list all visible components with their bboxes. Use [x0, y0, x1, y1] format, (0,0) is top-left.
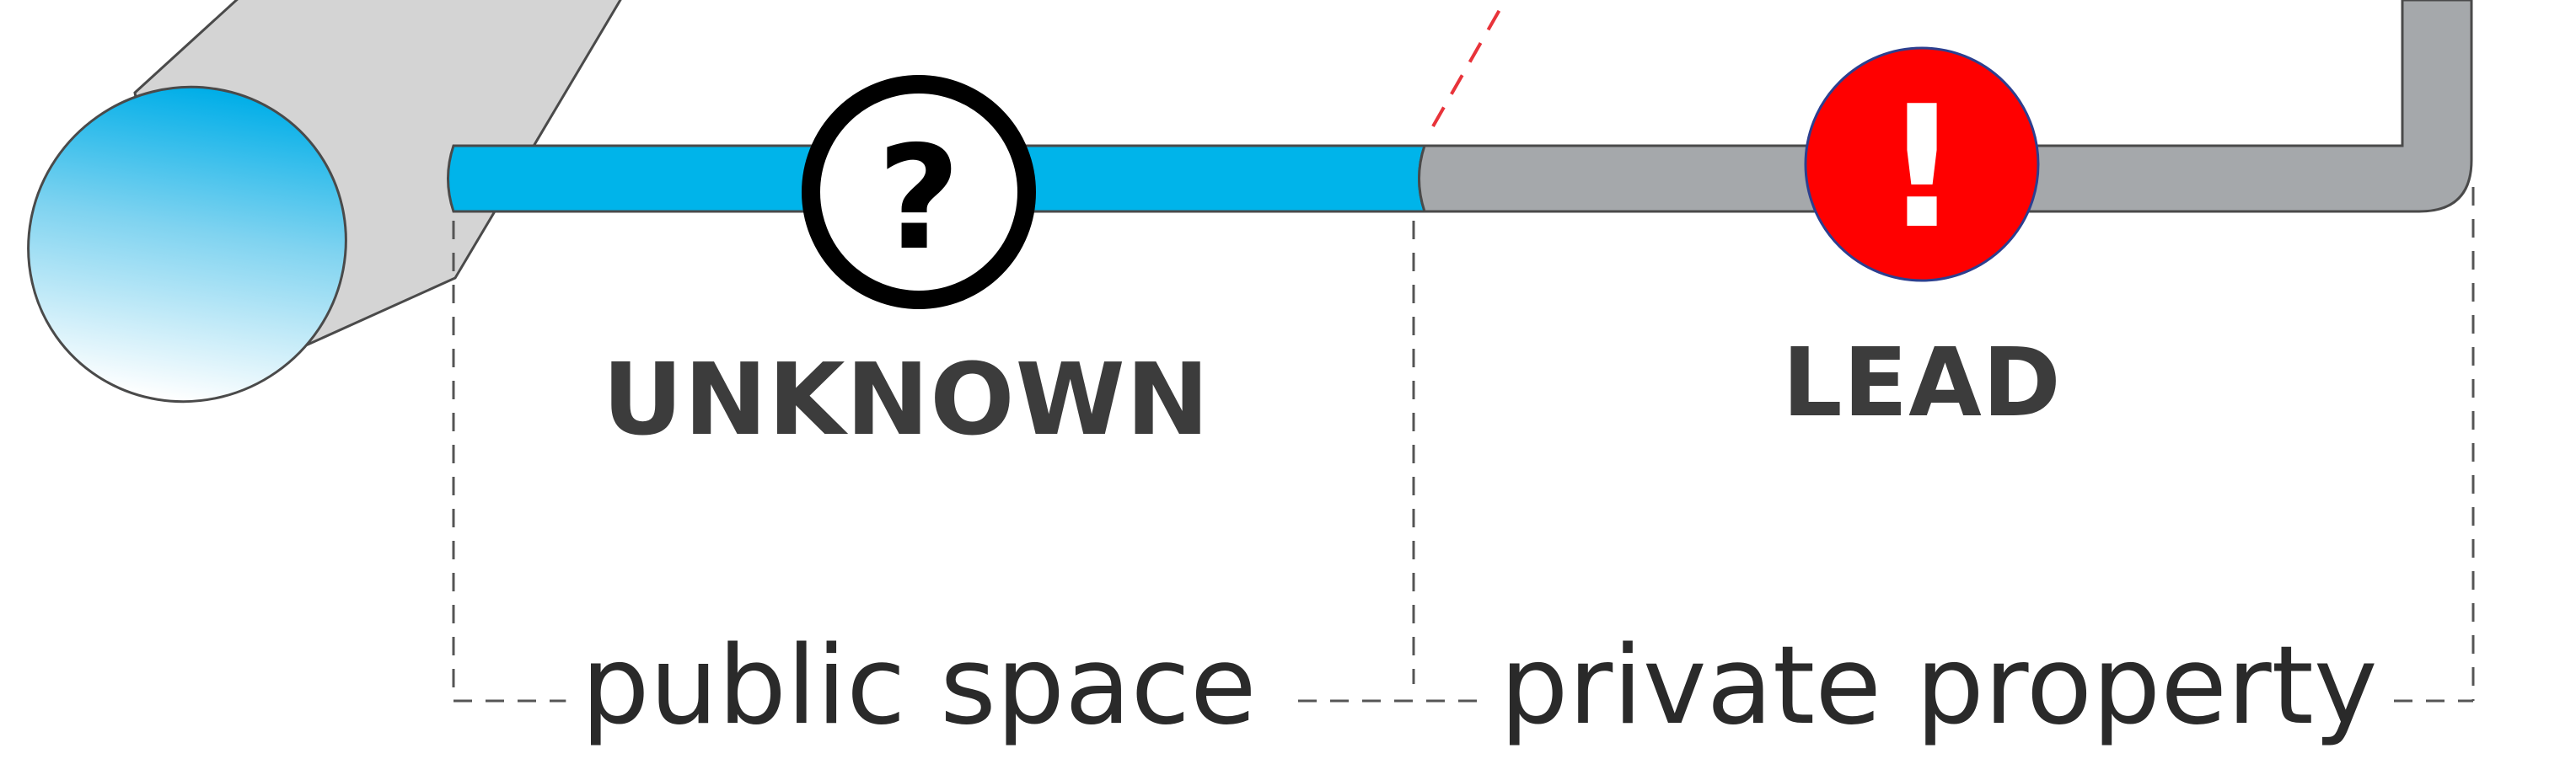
question-mark-icon: ?	[877, 115, 961, 282]
public-space-label: public space	[566, 623, 1272, 749]
lead-status-circle	[1804, 46, 2040, 282]
lead-status-label: LEAD	[1782, 329, 2062, 438]
private-service-line	[1418, 0, 2473, 213]
water-main-pipe	[27, 0, 622, 404]
zone-boundaries	[452, 187, 2475, 703]
private-property-label: private property	[1484, 623, 2393, 749]
exclamation-mark-icon: !	[1883, 70, 1961, 266]
water-main-opening	[27, 85, 347, 404]
property-line-marker	[1431, 8, 1502, 127]
unknown-status-label: UNKNOWN	[602, 341, 1210, 457]
unknown-status-circle	[802, 75, 1036, 309]
